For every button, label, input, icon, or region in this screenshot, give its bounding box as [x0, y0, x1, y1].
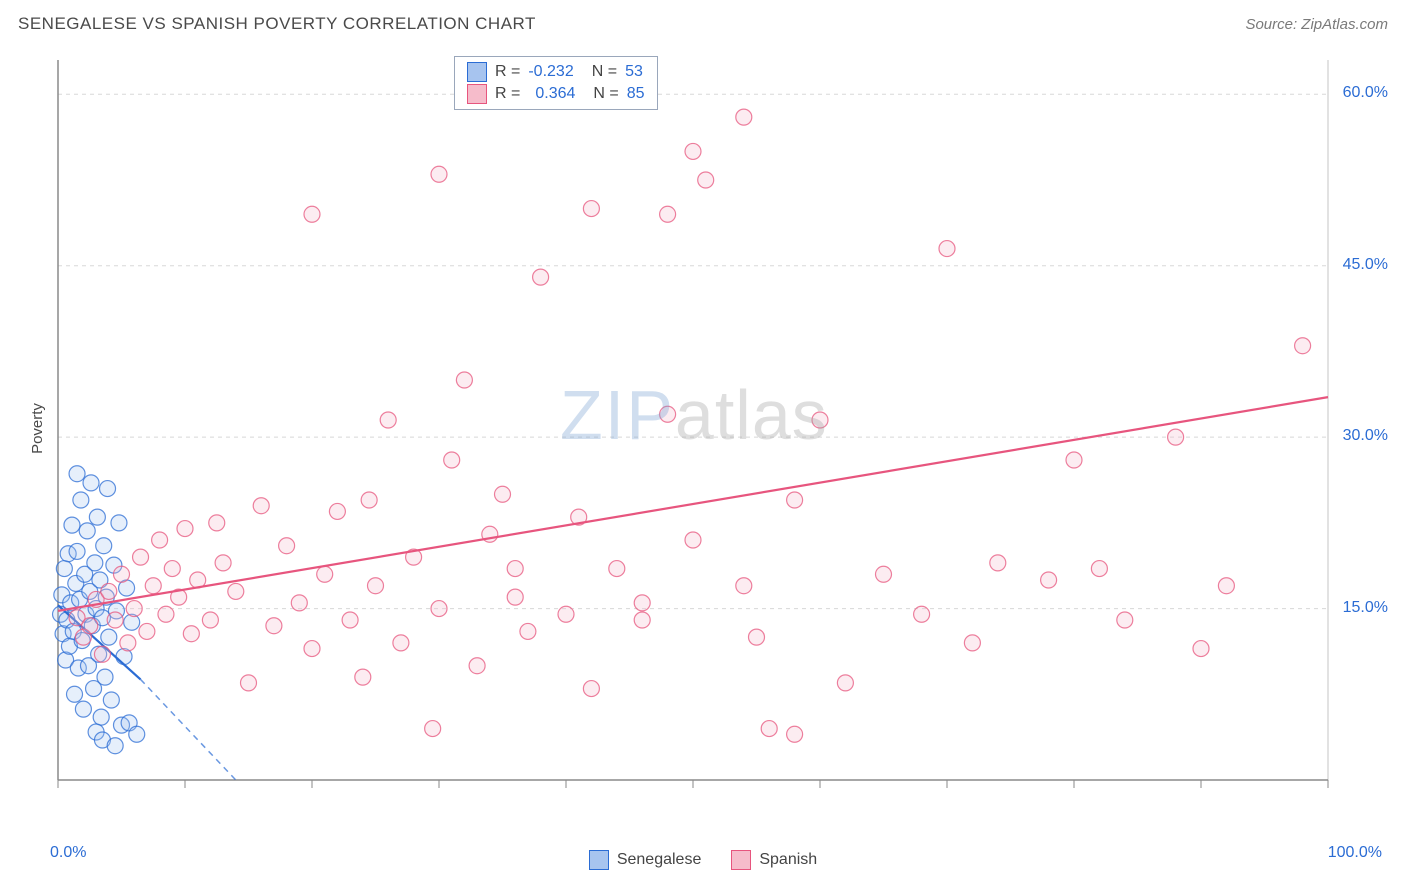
r-value-senegalese: -0.232	[528, 63, 573, 81]
y-tick-45: 45.0%	[1343, 256, 1388, 274]
swatch-spanish-icon	[731, 850, 751, 870]
series-legend: Senegalese Spanish	[0, 850, 1406, 870]
chart-title: SENEGALESE VS SPANISH POVERTY CORRELATIO…	[18, 14, 536, 34]
n-value-spanish: 85	[627, 85, 645, 103]
y-tick-60: 60.0%	[1343, 84, 1388, 102]
r-label: R =	[495, 85, 520, 103]
correlation-row-senegalese: R = -0.232 N = 53	[467, 61, 645, 83]
n-label: N =	[593, 85, 618, 103]
correlation-legend: R = -0.232 N = 53 R = 0.364 N = 85	[454, 56, 658, 110]
scatter-chart-svg	[48, 50, 1388, 820]
swatch-spanish-icon	[467, 84, 487, 104]
n-value-senegalese: 53	[625, 63, 643, 81]
legend-item-spanish: Spanish	[731, 850, 817, 870]
swatch-senegalese-icon	[467, 62, 487, 82]
y-tick-15: 15.0%	[1343, 599, 1388, 617]
x-tick-0: 0.0%	[50, 844, 86, 862]
source-text: Source: ZipAtlas.com	[1245, 16, 1388, 33]
correlation-row-spanish: R = 0.364 N = 85	[467, 83, 645, 105]
n-label: N =	[592, 63, 617, 81]
x-tick-100: 100.0%	[1328, 844, 1382, 862]
plot-area	[48, 50, 1388, 820]
r-value-spanish: 0.364	[535, 85, 575, 103]
legend-item-senegalese: Senegalese	[589, 850, 702, 870]
y-tick-30: 30.0%	[1343, 427, 1388, 445]
legend-label-spanish: Spanish	[759, 851, 817, 869]
legend-label-senegalese: Senegalese	[617, 851, 702, 869]
y-axis-label: Poverty	[29, 403, 46, 454]
swatch-senegalese-icon	[589, 850, 609, 870]
r-label: R =	[495, 63, 520, 81]
